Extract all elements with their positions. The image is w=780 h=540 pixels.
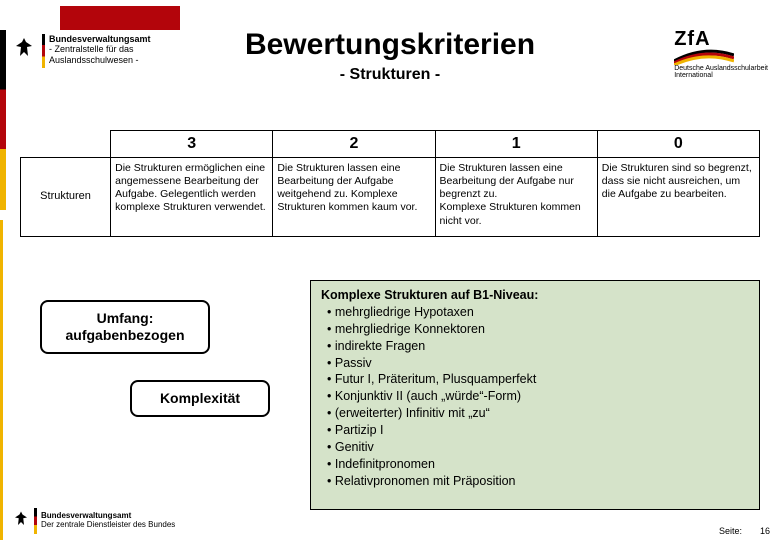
header-2: 2	[273, 131, 435, 158]
cell-0: Die Strukturen sind so begrenzt, dass si…	[597, 158, 759, 237]
callout-komplexitaet: Komplexität	[130, 380, 270, 417]
page-num: 16	[760, 526, 770, 536]
callout-umfang: Umfang: aufgabenbezogen	[40, 300, 210, 354]
page-subtitle: - Strukturen -	[0, 66, 780, 84]
row-label: Strukturen	[21, 158, 111, 237]
list-item: mehrgliedrige Konnektoren	[327, 321, 749, 338]
header-empty	[21, 131, 111, 158]
list-item: Passiv	[327, 355, 749, 372]
page-title: Bewertungskriterien	[0, 28, 780, 62]
list-item: Genitiv	[327, 439, 749, 456]
list-item: Konjunktiv II (auch „würde“-Form)	[327, 388, 749, 405]
callout1-line2: aufgabenbezogen	[52, 327, 198, 344]
header-0: 0	[597, 131, 759, 158]
list-item: mehrgliedrige Hypotaxen	[327, 304, 749, 321]
page-label: Seite:	[719, 526, 742, 536]
footer-line2: Der zentrale Dienstleister des Bundes	[41, 521, 175, 530]
flag-strip-icon	[34, 508, 37, 534]
list-item: indirekte Fragen	[327, 338, 749, 355]
header-3: 3	[111, 131, 273, 158]
footer-logo-text: Bundesverwaltungsamt Der zentrale Dienst…	[41, 512, 175, 530]
callout1-line1: Umfang:	[52, 310, 198, 327]
list-item: Partizip I	[327, 422, 749, 439]
table-row: Strukturen Die Strukturen ermöglichen ei…	[21, 158, 760, 237]
decor-red-block	[60, 6, 180, 30]
list-item: (erweiterter) Infinitiv mit „zu“	[327, 405, 749, 422]
list-item: Relativpronomen mit Präposition	[327, 473, 749, 490]
cell-1: Die Strukturen lassen eine Bearbeitung d…	[435, 158, 597, 237]
footer-logo: Bundesverwaltungsamt Der zentrale Dienst…	[12, 508, 175, 534]
table-header-row: 3 2 1 0	[21, 131, 760, 158]
infobox-heading: Komplexe Strukturen auf B1-Niveau:	[321, 287, 749, 304]
eagle-icon	[12, 510, 30, 533]
callout2-text: Komplexität	[160, 390, 240, 406]
list-item: Indefinitpronomen	[327, 456, 749, 473]
info-box: Komplexe Strukturen auf B1-Niveau: mehrg…	[310, 280, 760, 510]
cell-3: Die Strukturen ermöglichen eine angemess…	[111, 158, 273, 237]
list-item: Futur I, Präteritum, Plusquamperfekt	[327, 371, 749, 388]
decor-yellow-strip	[0, 220, 3, 540]
infobox-list: mehrgliedrige Hypotaxen mehrgliedrige Ko…	[321, 304, 749, 490]
slide: Bundesverwaltungsamt - Zentralstelle für…	[0, 0, 780, 540]
rubric-table: 3 2 1 0 Strukturen Die Strukturen ermögl…	[20, 130, 760, 237]
header-1: 1	[435, 131, 597, 158]
cell-2: Die Strukturen lassen eine Bearbeitung d…	[273, 158, 435, 237]
page-number: Seite: 16	[719, 526, 770, 536]
